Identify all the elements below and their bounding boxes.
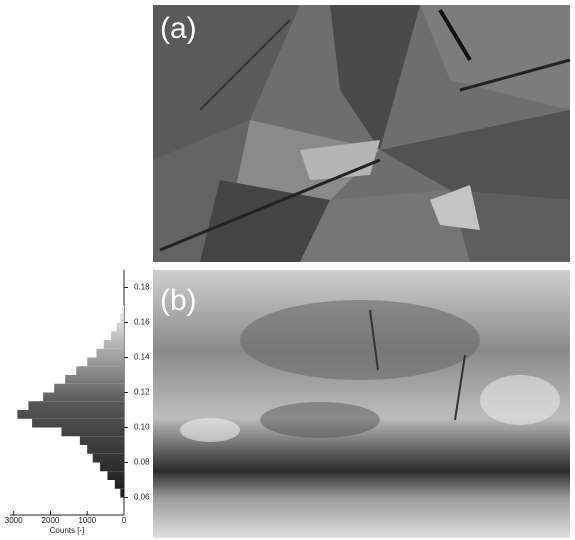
- panel-label: (b): [160, 284, 197, 317]
- figure: (a) (b) Counts [-] 0.060.080.100.120.140…: [0, 0, 575, 540]
- bar: [122, 305, 124, 314]
- bar: [32, 419, 124, 428]
- bar: [115, 480, 124, 489]
- bar: [111, 331, 124, 340]
- y-tick-label: 0.12: [134, 388, 150, 397]
- bar: [61, 428, 124, 437]
- micrograph-b: [153, 270, 570, 538]
- bar: [96, 349, 124, 358]
- bar: [80, 436, 124, 445]
- panel-label: (a): [160, 12, 197, 45]
- x-tick-label: 2000: [42, 516, 60, 525]
- bar: [93, 454, 124, 463]
- bar: [43, 393, 124, 402]
- y-tick-label: 0.14: [134, 353, 150, 362]
- bar: [54, 384, 124, 393]
- x-tick-label: 3000: [5, 516, 23, 525]
- y-tick-label: 0.18: [134, 283, 150, 292]
- micrograph-a: [153, 5, 570, 262]
- y-tick-label: 0.08: [134, 458, 150, 467]
- bar: [107, 471, 124, 480]
- x-tick-label: 1000: [78, 516, 96, 525]
- y-tick-label: 0.16: [134, 318, 150, 327]
- bar: [104, 340, 124, 349]
- bar: [117, 323, 124, 332]
- bar: [100, 463, 124, 472]
- bar: [87, 358, 124, 367]
- bar: [120, 314, 124, 323]
- histogram: 0.06 0.08 0.10 0.12 0.14 0.16 0.18 3000 2000 1000…: [5, 283, 150, 526]
- bar: [17, 410, 124, 419]
- bar: [120, 489, 124, 498]
- x-tick-label: 0: [122, 516, 127, 525]
- y-tick-label: 0.10: [134, 423, 150, 432]
- bar: [87, 445, 124, 454]
- bar: [28, 401, 124, 410]
- x-axis-title: Counts [-]: [50, 526, 85, 535]
- bar: [65, 375, 124, 384]
- y-tick-label: 0.06: [134, 493, 150, 502]
- bar: [76, 366, 124, 375]
